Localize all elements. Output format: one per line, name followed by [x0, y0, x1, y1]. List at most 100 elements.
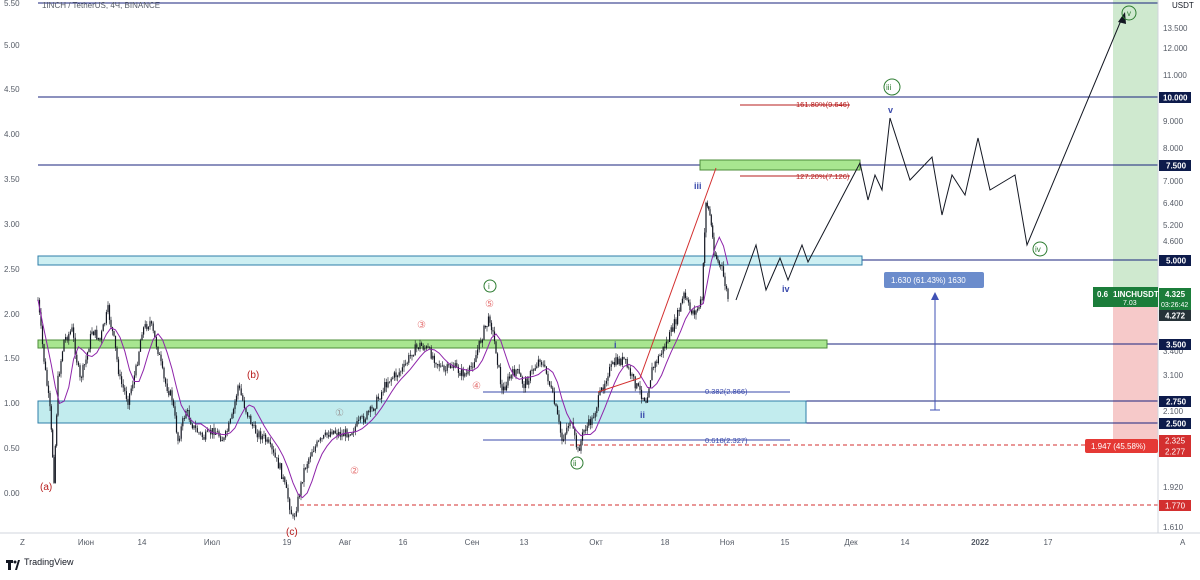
- price-tag-7500-text: 7.500: [1166, 162, 1187, 171]
- candle-body: [575, 435, 577, 448]
- candle-body: [213, 428, 215, 435]
- candle-body: [177, 432, 179, 441]
- stop-level-text: 1.770: [1165, 502, 1186, 511]
- candle-body: [713, 237, 715, 255]
- target-zone-green-box[interactable]: [699, 159, 861, 171]
- wave-label-b: (b): [247, 370, 259, 381]
- price-tag-3500[interactable]: 3.500: [1159, 339, 1191, 350]
- measure-up-label[interactable]: 1.630 (61.43%) 1630: [884, 272, 984, 288]
- candle-body: [110, 319, 112, 328]
- bottom-axis[interactable]: Июн 14 Июл 19 Авг 16 Сен 13 Окт 18 Ноя 15 Дек 14 2022 1…: [78, 538, 1053, 547]
- candle-body: [135, 365, 137, 376]
- candle-body: [487, 316, 490, 326]
- plot-area[interactable]: [38, 0, 1158, 533]
- candle-body: [269, 442, 271, 445]
- price-tag-10000[interactable]: 10.000: [1159, 92, 1191, 103]
- x-tick-label: Июл: [204, 538, 221, 547]
- candle-body: [722, 266, 725, 277]
- candle-body: [563, 439, 565, 441]
- candle-body: [40, 312, 42, 326]
- candle-body: [401, 367, 403, 372]
- target-zone-green: [1113, 0, 1158, 287]
- price-tag-7500[interactable]: 7.500: [1159, 160, 1191, 171]
- right-tick-label: 3.100: [1163, 371, 1184, 380]
- candle-body: [552, 387, 554, 393]
- prev-price-tag[interactable]: 4.272: [1159, 310, 1191, 321]
- candle-body: [483, 325, 485, 340]
- candle-body: [152, 323, 154, 331]
- candle-body: [596, 407, 598, 413]
- candle-body: [601, 387, 603, 391]
- candle-body: [71, 327, 73, 332]
- candle-body: [382, 391, 384, 393]
- candle-body: [149, 321, 151, 327]
- measure-down-label[interactable]: 1.947 (45.58%): [1085, 439, 1158, 453]
- price-tag-2500[interactable]: 2.500: [1159, 418, 1191, 429]
- candle-body: [615, 357, 617, 366]
- candle-body: [566, 427, 568, 434]
- candle-body: [462, 368, 464, 377]
- price-tag-5000[interactable]: 5.000: [1159, 255, 1191, 266]
- left-axis[interactable]: 5.50 5.00 4.50 4.00 3.50 3.00 2.50 2.00 1.50 1.00…: [4, 0, 20, 498]
- current-price-tag[interactable]: 4.325 03:26:42: [1159, 288, 1191, 310]
- wave-label-blue-ii: ii: [640, 410, 645, 420]
- candle-body: [559, 421, 562, 433]
- candle-body: [74, 337, 76, 355]
- candle-body: [533, 369, 535, 371]
- candle-body: [484, 325, 487, 328]
- candle-body: [720, 265, 722, 266]
- candle-body: [234, 401, 236, 410]
- candle-body: [305, 468, 307, 469]
- candle-body: [701, 299, 703, 301]
- candle-body: [409, 354, 411, 356]
- candle-body: [574, 428, 576, 436]
- current-price-text: 4.325: [1165, 290, 1186, 299]
- candle-body: [265, 434, 267, 442]
- right-axis[interactable]: 13.500 12.000 11.000 9.000 8.000 7.000 6.400 5.…: [1163, 24, 1188, 532]
- candle-body: [456, 363, 458, 367]
- candle-body: [250, 415, 252, 425]
- candle-body: [504, 386, 506, 391]
- support-zone-cyan[interactable]: [37, 400, 807, 424]
- candle-body: [175, 415, 178, 433]
- candle-body: [390, 378, 392, 382]
- candle-body: [510, 374, 512, 379]
- candle-body: [198, 432, 200, 434]
- ticker-tag[interactable]: 0.6 1INCHUSDT 7.03: [1093, 287, 1159, 307]
- candle-body: [54, 445, 56, 483]
- candle-body: [633, 374, 635, 377]
- candle-body: [157, 346, 159, 354]
- resistance-zone-cyan[interactable]: [37, 255, 863, 266]
- candle-body: [718, 261, 720, 265]
- candle-body: [453, 366, 455, 368]
- candle-body: [356, 421, 358, 427]
- candle-body: [294, 515, 296, 517]
- candle-body: [68, 334, 70, 341]
- candle-body: [564, 433, 566, 440]
- candle-body: [324, 432, 326, 436]
- support-zone-green[interactable]: [37, 339, 828, 349]
- stop-price-tags[interactable]: 2.325 2.277 1.770: [1159, 435, 1191, 511]
- price-tag-2750[interactable]: 2.750: [1159, 396, 1191, 407]
- bottom-axis-bg[interactable]: [0, 533, 1200, 551]
- candle-body: [273, 449, 275, 453]
- candle-body: [708, 206, 710, 210]
- candle-body: [292, 514, 294, 517]
- candle-body: [609, 366, 611, 377]
- left-tick-label: 2.50: [4, 265, 20, 274]
- impulse-line-red: [597, 167, 717, 393]
- tradingview-brand[interactable]: TradingView: [24, 557, 74, 567]
- wave-circle-ii: ii: [570, 456, 584, 470]
- candle-body: [331, 431, 333, 435]
- price-tag-2500-text: 2.500: [1166, 420, 1187, 429]
- candle-body: [43, 344, 45, 362]
- candle-body: [547, 373, 549, 382]
- corner-right-label[interactable]: A: [1180, 538, 1186, 547]
- x-tick-label: 13: [520, 538, 529, 547]
- corner-left-label[interactable]: Z: [20, 538, 25, 547]
- candle-body: [277, 457, 279, 469]
- measure-arrow-head: [931, 292, 939, 300]
- wave-label-1: ①: [335, 408, 344, 419]
